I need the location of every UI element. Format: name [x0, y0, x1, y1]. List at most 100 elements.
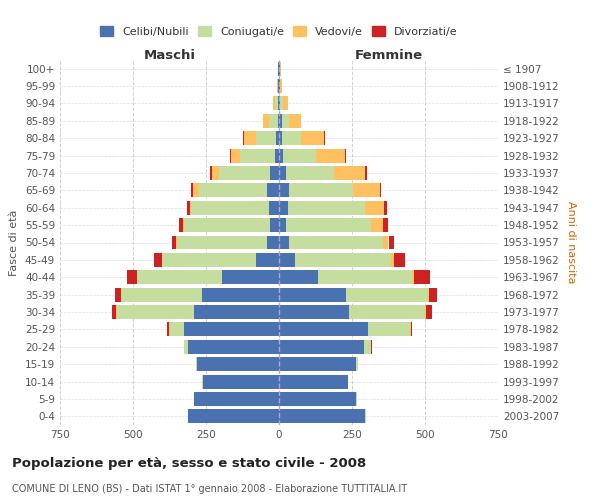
Bar [183, 218, 184, 232]
Bar [212, 166, 219, 180]
Bar [184, 218, 270, 232]
Bar [364, 340, 371, 353]
Bar [279, 357, 356, 371]
Bar [202, 288, 279, 302]
Bar [269, 114, 278, 128]
Bar [430, 288, 437, 302]
Bar [383, 236, 389, 250]
Text: COMUNE DI LENO (BS) - Dati ISTAT 1° gennaio 2008 - Elaborazione TUTTITALIA.IT: COMUNE DI LENO (BS) - Dati ISTAT 1° genn… [12, 484, 407, 494]
Bar [199, 184, 268, 198]
Bar [279, 374, 347, 388]
Bar [117, 305, 194, 319]
Bar [256, 253, 279, 267]
Bar [167, 322, 169, 336]
Bar [188, 410, 279, 424]
Bar [187, 201, 190, 214]
Bar [301, 132, 324, 145]
Bar [279, 166, 286, 180]
Bar [121, 288, 202, 302]
Bar [389, 236, 394, 250]
Bar [256, 132, 276, 145]
Bar [275, 148, 279, 162]
Bar [384, 201, 387, 214]
Bar [349, 305, 425, 319]
Bar [269, 201, 279, 214]
Text: Femmine: Femmine [355, 48, 422, 62]
Bar [279, 236, 289, 250]
Bar [170, 322, 184, 336]
Bar [279, 132, 282, 145]
Bar [197, 357, 279, 371]
Bar [184, 322, 279, 336]
Bar [275, 96, 278, 110]
Bar [177, 236, 268, 250]
Bar [282, 132, 301, 145]
Bar [289, 184, 353, 198]
Bar [154, 253, 161, 267]
Bar [270, 218, 279, 232]
Bar [278, 114, 279, 128]
Bar [188, 340, 279, 353]
Bar [334, 166, 365, 180]
Bar [356, 357, 358, 371]
Text: Maschi: Maschi [143, 48, 196, 62]
Bar [288, 201, 365, 214]
Bar [368, 322, 410, 336]
Y-axis label: Fasce di età: Fasce di età [10, 210, 19, 276]
Bar [184, 340, 188, 353]
Bar [273, 96, 275, 110]
Bar [283, 148, 316, 162]
Bar [279, 340, 364, 353]
Bar [279, 305, 349, 319]
Bar [371, 218, 383, 232]
Bar [268, 236, 279, 250]
Bar [194, 305, 279, 319]
Bar [279, 184, 289, 198]
Bar [244, 132, 256, 145]
Bar [239, 148, 275, 162]
Bar [279, 392, 356, 406]
Bar [280, 79, 282, 93]
Bar [263, 114, 269, 128]
Bar [191, 184, 193, 198]
Bar [383, 218, 389, 232]
Bar [279, 96, 280, 110]
Text: Popolazione per età, sesso e stato civile - 2008: Popolazione per età, sesso e stato civil… [12, 458, 366, 470]
Bar [279, 288, 346, 302]
Bar [278, 96, 279, 110]
Bar [279, 201, 288, 214]
Bar [115, 288, 121, 302]
Bar [428, 288, 430, 302]
Bar [289, 114, 301, 128]
Bar [162, 253, 256, 267]
Bar [411, 322, 412, 336]
Bar [196, 357, 197, 371]
Bar [365, 166, 367, 180]
Bar [426, 305, 432, 319]
Bar [414, 270, 430, 284]
Bar [112, 305, 116, 319]
Bar [230, 148, 231, 162]
Bar [286, 166, 334, 180]
Bar [280, 96, 283, 110]
Bar [279, 322, 368, 336]
Y-axis label: Anni di nascita: Anni di nascita [566, 201, 576, 284]
Bar [231, 148, 239, 162]
Bar [211, 166, 212, 180]
Bar [295, 253, 391, 267]
Bar [425, 305, 426, 319]
Bar [412, 270, 414, 284]
Bar [203, 374, 279, 388]
Bar [276, 132, 279, 145]
Bar [316, 148, 344, 162]
Bar [127, 270, 137, 284]
Bar [286, 218, 371, 232]
Bar [190, 201, 191, 214]
Bar [194, 392, 279, 406]
Bar [279, 218, 286, 232]
Bar [283, 96, 288, 110]
Bar [282, 114, 289, 128]
Bar [279, 270, 319, 284]
Bar [365, 201, 384, 214]
Bar [394, 253, 404, 267]
